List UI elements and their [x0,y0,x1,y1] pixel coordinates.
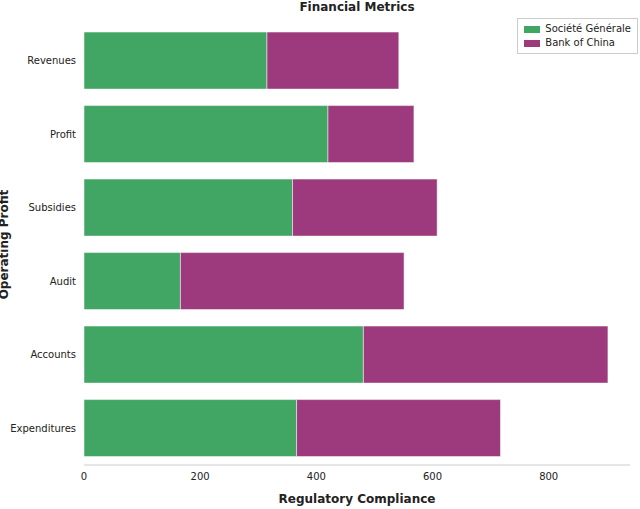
svg-text:800: 800 [539,471,558,482]
svg-text:Expenditures: Expenditures [10,423,76,434]
svg-text:600: 600 [423,471,442,482]
svg-text:Revenues: Revenues [27,55,76,66]
html-text:Bank of China: Bank of China [545,37,615,48]
svg-text:Operating Profit: Operating Profit [8,189,11,299]
svg-text:400: 400 [307,471,326,482]
html-text:Société Générale: Société Générale [545,23,631,34]
svg-text:Profit: Profit [50,129,76,140]
svg-text:0: 0 [81,471,87,482]
html-text:Financial Metrics: Financial Metrics [299,0,415,14]
svg-text:200: 200 [191,471,210,482]
svg-text:Audit: Audit [50,276,76,287]
svg-text:Subsidies: Subsidies [28,202,76,213]
svg-text:Regulatory Compliance: Regulatory Compliance [279,492,436,506]
svg-text:Accounts: Accounts [30,349,76,360]
